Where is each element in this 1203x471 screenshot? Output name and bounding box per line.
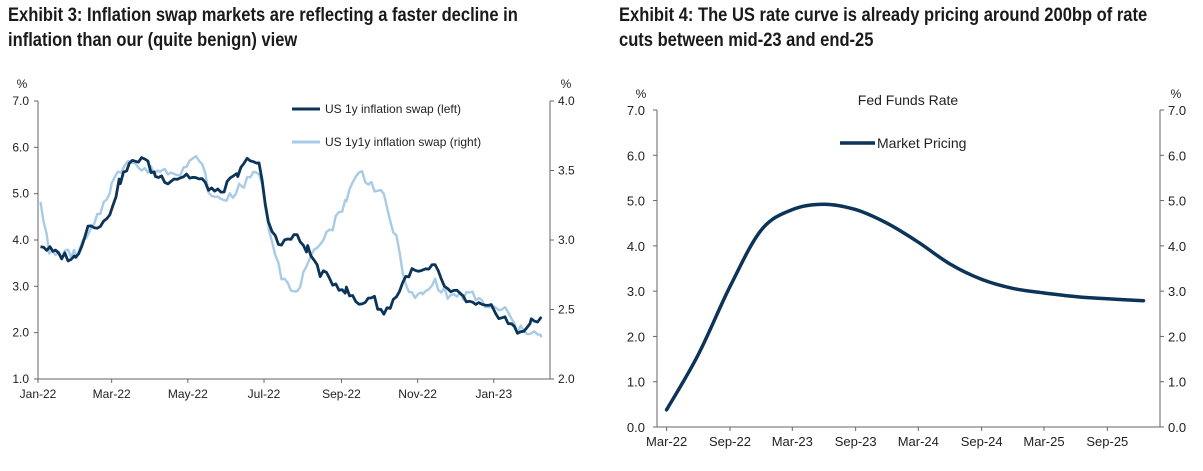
left-tick-label: 2.0 <box>627 329 645 344</box>
x-tick-label: Mar-24 <box>898 434 939 449</box>
x-tick-label: Jan-23 <box>475 387 512 401</box>
left-tick-label: 4.0 <box>627 239 645 254</box>
left-tick-label: 5.0 <box>12 187 29 201</box>
x-tick-label: Jul-22 <box>248 387 281 401</box>
left-tick-label: 7.0 <box>12 94 29 108</box>
right-tick-label: 2.0 <box>558 372 575 386</box>
right-tick-label: 7.0 <box>1168 103 1186 118</box>
left-axis-unit: % <box>17 77 28 91</box>
x-tick-label: Sep-23 <box>835 434 877 449</box>
left-tick-label: 5.0 <box>627 194 645 209</box>
left-tick-label: 2.0 <box>12 326 29 340</box>
exhibit-4-title-line1: Exhibit 4: The US rate curve is already … <box>619 5 1148 26</box>
x-tick-label: May-22 <box>168 387 208 401</box>
left-tick-label: 1.0 <box>12 372 29 386</box>
x-tick-label: Jan-22 <box>20 387 57 401</box>
right-tick-label: 3.0 <box>1168 284 1186 299</box>
right-tick-label: 2.5 <box>558 303 575 317</box>
exhibit-3-title: Exhibit 3: Inflation swap markets are re… <box>8 3 518 53</box>
right-axis-unit: % <box>1171 87 1182 101</box>
x-tick-label: Sep-24 <box>961 434 1003 449</box>
x-tick-label: Sep-22 <box>709 434 751 449</box>
x-tick-label: Mar-25 <box>1023 434 1064 449</box>
x-tick-label: Mar-23 <box>772 434 813 449</box>
left-tick-label: 7.0 <box>627 103 645 118</box>
right-tick-label: 4.0 <box>1168 239 1186 254</box>
left-tick-label: 6.0 <box>12 140 29 154</box>
x-tick-label: Mar-22 <box>646 434 687 449</box>
series-line-us-1y <box>40 156 543 335</box>
x-tick-label: Sep-22 <box>322 387 361 401</box>
left-tick-label: 0.0 <box>627 420 645 435</box>
legend-label: Market Pricing <box>877 135 966 151</box>
left-tick-label: 3.0 <box>627 284 645 299</box>
exhibit-3-title-line2: inflation than our (quite benign) view <box>8 30 298 51</box>
right-axis-unit: % <box>561 77 572 91</box>
legend-label: US 1y inflation swap (left) <box>325 102 461 116</box>
right-tick-label: 6.0 <box>1168 148 1186 163</box>
left-tick-label: 6.0 <box>627 148 645 163</box>
right-tick-label: 3.5 <box>558 164 575 178</box>
x-tick-label: Sep-25 <box>1086 434 1128 449</box>
right-tick-label: 3.0 <box>558 233 575 247</box>
exhibit-4-title-line2: cuts between mid-23 and end-25 <box>619 30 874 51</box>
series-line-market-pricing <box>664 202 1146 412</box>
chart-title: Fed Funds Rate <box>858 92 959 108</box>
legend-label: US 1y1y inflation swap (right) <box>325 135 481 149</box>
exhibit-4-title: Exhibit 4: The US rate curve is already … <box>619 3 1147 53</box>
left-axis-unit: % <box>636 87 647 101</box>
x-tick-label: Mar-22 <box>93 387 131 401</box>
left-tick-label: 1.0 <box>627 375 645 390</box>
right-tick-label: 4.0 <box>558 94 575 108</box>
right-tick-label: 5.0 <box>1168 194 1186 209</box>
right-tick-label: 0.0 <box>1168 420 1186 435</box>
left-tick-label: 4.0 <box>12 233 29 247</box>
left-tick-label: 3.0 <box>12 279 29 293</box>
exhibit-3-title-line1: Exhibit 3: Inflation swap markets are re… <box>8 5 518 26</box>
right-tick-label: 1.0 <box>1168 375 1186 390</box>
x-tick-label: Nov-22 <box>398 387 437 401</box>
right-tick-label: 2.0 <box>1168 329 1186 344</box>
